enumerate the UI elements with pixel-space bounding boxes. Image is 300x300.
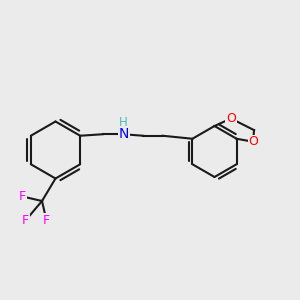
Text: N: N [118, 127, 129, 141]
Text: F: F [43, 214, 50, 227]
Text: H: H [119, 116, 128, 129]
Text: F: F [22, 214, 29, 227]
Text: O: O [248, 135, 258, 148]
Text: O: O [226, 112, 236, 125]
Text: F: F [19, 190, 26, 203]
